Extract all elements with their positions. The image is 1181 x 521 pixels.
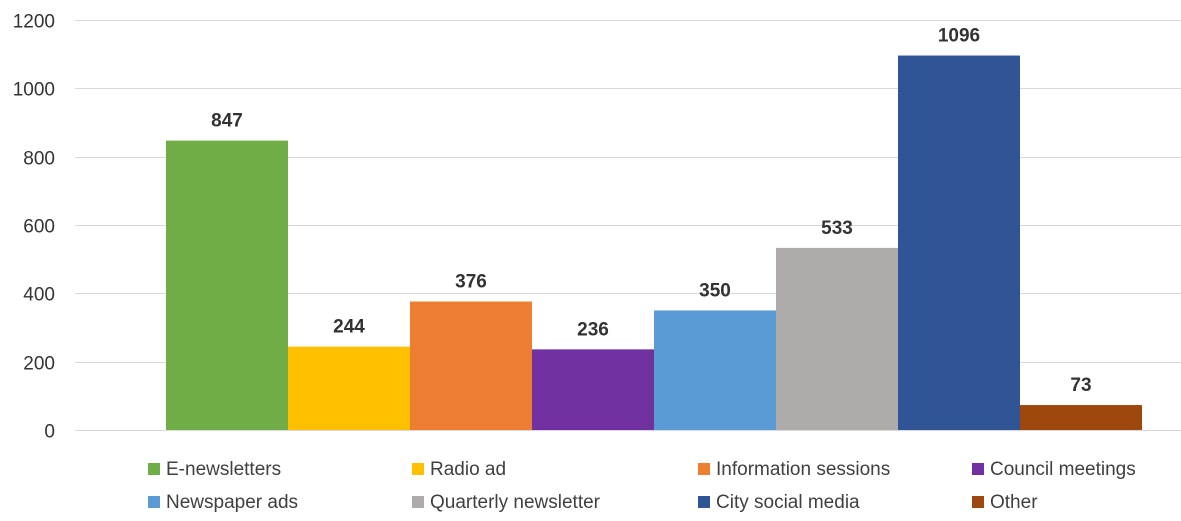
- data-label: 847: [211, 111, 243, 132]
- legend-swatch: [412, 496, 424, 508]
- legend-label: Other: [990, 492, 1038, 513]
- data-label: 533: [821, 218, 853, 239]
- data-label: 73: [1070, 375, 1091, 396]
- legend-label: City social media: [716, 492, 860, 513]
- legend-swatch: [148, 496, 160, 508]
- bar-e-newsletters: [166, 140, 288, 430]
- bar-city-social-media: [898, 55, 1020, 431]
- legend-swatch: [148, 463, 160, 475]
- y-tick-label: 800: [23, 149, 55, 170]
- legend-label: Council meetings: [990, 459, 1136, 480]
- y-axis-tick-labels: 0 200 400 600 800 1000 1200: [13, 12, 55, 443]
- legend-item: Information sessions: [698, 459, 890, 480]
- legend-label: Newspaper ads: [166, 492, 298, 513]
- y-tick-label: 600: [23, 217, 55, 238]
- legend-item: City social media: [698, 492, 860, 513]
- legend-label: Radio ad: [430, 459, 506, 480]
- data-label: 236: [577, 319, 609, 340]
- y-tick-label: 1000: [13, 80, 55, 101]
- bar-other: [1020, 405, 1142, 430]
- legend-swatch: [698, 463, 710, 475]
- bar-quarterly-newsletter: [776, 247, 898, 430]
- legend-label: E-newsletters: [166, 459, 281, 480]
- y-tick-label: 0: [44, 422, 55, 443]
- bar-council-meetings: [532, 349, 654, 430]
- legend-item: Other: [972, 492, 1038, 513]
- y-tick-label: 1200: [13, 12, 55, 33]
- bar-newspaper-ads: [654, 310, 776, 430]
- legend-swatch: [412, 463, 424, 475]
- data-label: 350: [699, 280, 731, 301]
- data-labels: 847 244 376 236 350 533 1096 73: [211, 26, 1091, 397]
- legend-item: Quarterly newsletter: [412, 492, 601, 513]
- bar-radio-ad: [288, 346, 410, 430]
- legend-item: E-newsletters: [148, 459, 281, 480]
- bars: [166, 55, 1142, 431]
- bar-information-sessions: [410, 301, 532, 430]
- legend-item: Council meetings: [972, 459, 1136, 480]
- legend: E-newsletters Radio ad Information session…: [148, 459, 1136, 513]
- y-tick-label: 200: [23, 354, 55, 375]
- legend-label: Information sessions: [716, 459, 890, 480]
- legend-swatch: [972, 463, 984, 475]
- legend-label: Quarterly newsletter: [430, 492, 601, 513]
- legend-swatch: [698, 496, 710, 508]
- y-tick-label: 400: [23, 285, 55, 306]
- legend-swatch: [972, 496, 984, 508]
- data-label: 244: [333, 317, 365, 338]
- data-label: 376: [455, 272, 487, 293]
- legend-item: Radio ad: [412, 459, 506, 480]
- legend-item: Newspaper ads: [148, 492, 298, 513]
- data-label: 1096: [938, 26, 980, 47]
